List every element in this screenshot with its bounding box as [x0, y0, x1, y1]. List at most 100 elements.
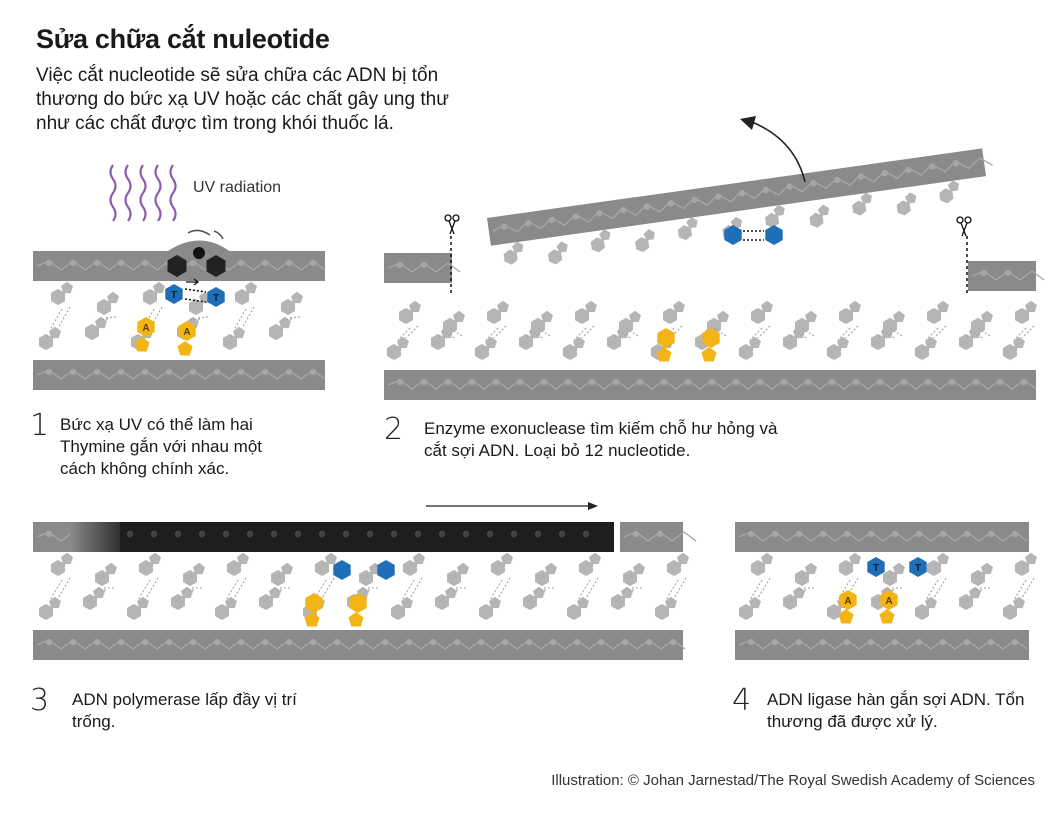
nucleotide-base: [883, 569, 897, 587]
panel-2-dna: [384, 116, 1045, 400]
hydrogen-bond: [441, 329, 455, 339]
phosphate-dot: [996, 378, 1004, 386]
phosphate-dot: [691, 196, 698, 204]
bond-arrow: [186, 278, 200, 286]
nucleotide-base: [503, 249, 518, 265]
nucleotide-base: [391, 603, 405, 621]
adenine-base: [137, 317, 155, 337]
nucleotide-base: [501, 552, 513, 565]
phosphate-dot: [237, 638, 245, 646]
nucleotide-base: [839, 559, 853, 577]
removal-arrowhead: [740, 116, 756, 130]
nucleotide-base: [575, 307, 589, 325]
nucleotide-base: [291, 291, 303, 304]
phosphate-dot: [342, 530, 350, 538]
nucleotide-base: [475, 343, 489, 361]
hydrogen-bond: [757, 325, 771, 339]
nucleotide-base: [852, 200, 867, 216]
phosphate-dot: [924, 378, 932, 386]
thymine-base: [333, 560, 351, 580]
phosphate-dot: [501, 223, 508, 230]
phosphate-dot: [928, 163, 936, 170]
phosphate-dot: [420, 378, 428, 386]
phosphate-dot: [843, 530, 851, 538]
excised-strand: [487, 148, 993, 265]
nucleotide-base: [489, 596, 501, 609]
nucleotide-base: [95, 569, 109, 587]
hydrogen-bond: [103, 316, 117, 319]
nucleotide-base: [49, 596, 61, 609]
phosphate-dot: [45, 259, 53, 267]
phosphate-dot: [45, 530, 53, 538]
nucleotide-base: [281, 562, 293, 575]
phosphate-dot: [900, 378, 908, 386]
nucleotide-base: [51, 288, 65, 306]
phosphate-dot: [141, 259, 149, 267]
nucleotide-base: [431, 333, 445, 351]
uv-waves: [109, 164, 177, 222]
nucleotide-base: [717, 310, 729, 323]
nucleotide-base: [795, 569, 809, 587]
phosphate-dot: [915, 638, 923, 646]
phosphate-dot: [396, 378, 404, 386]
phosphate-dot: [516, 378, 524, 386]
hydrogen-bond: [321, 577, 335, 599]
nucleotide-base: [497, 300, 509, 313]
adenine-base: [349, 593, 367, 613]
phosphate-dot: [492, 378, 500, 386]
nucleotide-base: [325, 552, 337, 565]
phosphate-dot: [939, 530, 947, 538]
nucleotide-base: [541, 310, 553, 323]
hydrogen-bond: [485, 327, 499, 341]
adenine-base: [178, 321, 196, 341]
nucleotide-base: [397, 336, 409, 349]
adenine-ring: [304, 612, 320, 627]
phosphate-dot: [285, 259, 293, 267]
phosphate-dot: [69, 259, 77, 267]
scissors-icon: [960, 222, 968, 237]
nucleotide-base: [667, 559, 681, 577]
nucleotide-base: [915, 343, 929, 361]
phosphate-dot: [684, 378, 692, 386]
nucleotide-base: [579, 559, 593, 577]
nucleotide-base: [611, 593, 625, 611]
nucleotide-base: [827, 603, 841, 621]
nucleotide-base: [971, 569, 985, 587]
phosphate-dot: [366, 530, 374, 538]
phosphate-dot: [572, 213, 579, 220]
hydrogen-bond: [225, 579, 239, 601]
phosphate-dot: [453, 638, 461, 646]
thymine-dimer-bond: [184, 298, 207, 303]
nucleotide-base: [233, 326, 245, 339]
nucleotide-base: [751, 307, 765, 325]
nucleotide-base: [399, 307, 413, 325]
phosphate-dot: [632, 530, 640, 538]
phosphate-dot: [468, 378, 476, 386]
nucleotide-base: [773, 204, 785, 216]
phosphate-dot: [669, 638, 677, 646]
hydrogen-bond: [233, 577, 247, 599]
hydrogen-bond: [493, 325, 507, 339]
damaged-nucleotide: [206, 255, 226, 277]
adenine-ring: [656, 347, 672, 362]
step-4-text: ADN ligase hàn gắn sợi ADN. Tổn thương đ…: [767, 690, 1025, 731]
hydrogen-bond: [1013, 579, 1027, 601]
phosphate-dot: [141, 368, 149, 376]
hydrogen-bond: [1021, 577, 1035, 599]
nucleotide-base: [401, 596, 413, 609]
nucleotide-base: [447, 569, 461, 587]
hydrogen-bond: [801, 327, 815, 337]
nucleotide-base: [1025, 300, 1037, 313]
hydrogen-bond: [573, 327, 587, 341]
phosphate-dot: [237, 368, 245, 376]
phosphate-dot: [833, 176, 841, 184]
nucleotide-base: [237, 552, 249, 565]
nucleotide-base: [969, 586, 981, 599]
nucleotide-base: [279, 316, 291, 329]
nucleotide-base: [677, 552, 689, 565]
phosphate-dot: [747, 638, 755, 646]
backbone-chain: [36, 369, 326, 380]
damaged-nucleotide: [167, 255, 187, 277]
nucleotide-base: [655, 603, 669, 621]
step-2-text: Enzyme exonuclease tìm kiếm chỗ hư hỏng …: [424, 419, 778, 460]
